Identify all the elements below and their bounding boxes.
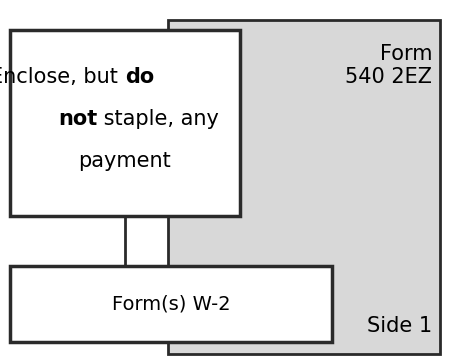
Text: Side 1: Side 1 — [367, 316, 432, 336]
Text: Form
540 2EZ: Form 540 2EZ — [345, 44, 432, 87]
Bar — [168, 20, 440, 354]
Bar — [10, 266, 332, 342]
Text: not: not — [58, 109, 97, 129]
Text: Form(s) W-2: Form(s) W-2 — [112, 294, 230, 313]
Text: staple, any: staple, any — [97, 109, 219, 129]
Text: do: do — [125, 67, 154, 87]
Text: Enclose, but: Enclose, but — [0, 67, 125, 87]
Bar — [10, 30, 240, 216]
Text: payment: payment — [79, 151, 171, 171]
